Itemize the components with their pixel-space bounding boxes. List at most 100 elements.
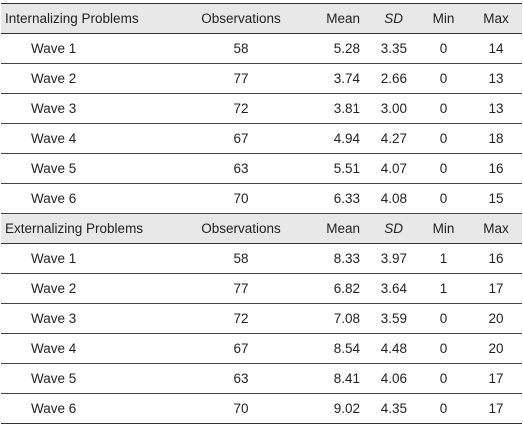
column-header-mean: Mean <box>302 3 366 34</box>
cell-mean: 8.41 <box>302 363 366 394</box>
cell-mean: 8.33 <box>302 243 366 274</box>
cell-sd: 2.66 <box>366 63 417 94</box>
cell-sd: 3.64 <box>366 273 417 304</box>
table-row: Wave 4 67 8.54 4.48 0 20 <box>1 333 522 364</box>
cell-max: 13 <box>470 63 522 94</box>
cell-sd: 4.27 <box>366 123 417 154</box>
row-label: Wave 5 <box>1 363 180 394</box>
cell-sd: 4.07 <box>366 153 417 184</box>
table-row: Wave 5 63 8.41 4.06 0 17 <box>1 363 522 394</box>
cell-obs: 58 <box>180 243 302 274</box>
cell-max: 15 <box>470 183 522 214</box>
row-label: Wave 6 <box>1 393 180 424</box>
row-label: Wave 2 <box>1 63 180 94</box>
cell-obs: 63 <box>180 153 302 184</box>
row-label: Wave 6 <box>1 183 180 214</box>
cell-mean: 5.51 <box>302 153 366 184</box>
cell-max: 14 <box>470 33 522 64</box>
cell-obs: 70 <box>180 393 302 424</box>
column-header-obs: Observations <box>180 3 302 34</box>
column-header-min: Min <box>417 213 470 244</box>
cell-min: 0 <box>417 393 470 424</box>
cell-max: 17 <box>470 393 522 424</box>
cell-max: 17 <box>470 363 522 394</box>
cell-mean: 3.74 <box>302 63 366 94</box>
row-label: Wave 4 <box>1 333 180 364</box>
table-row: Wave 2 77 6.82 3.64 1 17 <box>1 273 522 304</box>
cell-sd: 4.48 <box>366 333 417 364</box>
column-header-obs: Observations <box>180 213 302 244</box>
cell-mean: 6.33 <box>302 183 366 214</box>
cell-mean: 5.28 <box>302 33 366 64</box>
cell-mean: 7.08 <box>302 303 366 334</box>
cell-mean: 9.02 <box>302 393 366 424</box>
descriptive-statistics-table: Internalizing Problems Observations Mean SD… <box>1 3 522 424</box>
table-row: Wave 3 72 7.08 3.59 0 20 <box>1 303 522 334</box>
column-header-sd: SD <box>366 213 417 244</box>
row-label: Wave 1 <box>1 33 180 64</box>
cell-max: 17 <box>470 273 522 304</box>
row-label: Wave 4 <box>1 123 180 154</box>
table-row: Wave 1 58 8.33 3.97 1 16 <box>1 243 522 274</box>
section-title: Internalizing Problems <box>1 3 180 34</box>
row-label: Wave 5 <box>1 153 180 184</box>
cell-obs: 77 <box>180 63 302 94</box>
row-label: Wave 3 <box>1 303 180 334</box>
cell-obs: 72 <box>180 303 302 334</box>
cell-sd: 4.08 <box>366 183 417 214</box>
column-header-sd-text: SD <box>384 221 403 236</box>
cell-min: 0 <box>417 33 470 64</box>
cell-obs: 67 <box>180 123 302 154</box>
row-label: Wave 1 <box>1 243 180 274</box>
column-header-sd: SD <box>366 3 417 34</box>
table-row: Wave 6 70 9.02 4.35 0 17 <box>1 393 522 424</box>
cell-max: 16 <box>470 153 522 184</box>
cell-mean: 8.54 <box>302 333 366 364</box>
cell-sd: 4.06 <box>366 363 417 394</box>
cell-mean: 6.82 <box>302 273 366 304</box>
table-row: Wave 5 63 5.51 4.07 0 16 <box>1 153 522 184</box>
cell-min: 0 <box>417 63 470 94</box>
cell-sd: 3.00 <box>366 93 417 124</box>
cell-min: 0 <box>417 333 470 364</box>
table-row: Wave 3 72 3.81 3.00 0 13 <box>1 93 522 124</box>
cell-obs: 70 <box>180 183 302 214</box>
column-header-min: Min <box>417 3 470 34</box>
section-header-row: Internalizing Problems Observations Mean SD… <box>1 3 522 34</box>
column-header-sd-text: SD <box>384 11 403 26</box>
column-header-mean: Mean <box>302 213 366 244</box>
cell-min: 0 <box>417 183 470 214</box>
table-row: Wave 6 70 6.33 4.08 0 15 <box>1 183 522 214</box>
cell-obs: 67 <box>180 333 302 364</box>
cell-max: 20 <box>470 333 522 364</box>
cell-max: 20 <box>470 303 522 334</box>
cell-sd: 3.97 <box>366 243 417 274</box>
cell-min: 1 <box>417 273 470 304</box>
cell-obs: 58 <box>180 33 302 64</box>
table-row: Wave 4 67 4.94 4.27 0 18 <box>1 123 522 154</box>
cell-sd: 3.35 <box>366 33 417 64</box>
cell-min: 0 <box>417 153 470 184</box>
column-header-max: Max <box>470 213 522 244</box>
cell-max: 18 <box>470 123 522 154</box>
table-row: Wave 2 77 3.74 2.66 0 13 <box>1 63 522 94</box>
table-body: Internalizing Problems Observations Mean SD… <box>1 3 522 424</box>
cell-mean: 4.94 <box>302 123 366 154</box>
cell-mean: 3.81 <box>302 93 366 124</box>
table-row: Wave 1 58 5.28 3.35 0 14 <box>1 33 522 64</box>
cell-min: 0 <box>417 303 470 334</box>
cell-min: 0 <box>417 123 470 154</box>
cell-max: 16 <box>470 243 522 274</box>
cell-min: 0 <box>417 363 470 394</box>
cell-obs: 77 <box>180 273 302 304</box>
column-header-max: Max <box>470 3 522 34</box>
cell-min: 1 <box>417 243 470 274</box>
cell-sd: 3.59 <box>366 303 417 334</box>
cell-obs: 72 <box>180 93 302 124</box>
cell-sd: 4.35 <box>366 393 417 424</box>
section-header-row: Externalizing Problems Observations Mean SD… <box>1 213 522 244</box>
cell-min: 0 <box>417 93 470 124</box>
row-label: Wave 3 <box>1 93 180 124</box>
cell-obs: 63 <box>180 363 302 394</box>
row-label: Wave 2 <box>1 273 180 304</box>
